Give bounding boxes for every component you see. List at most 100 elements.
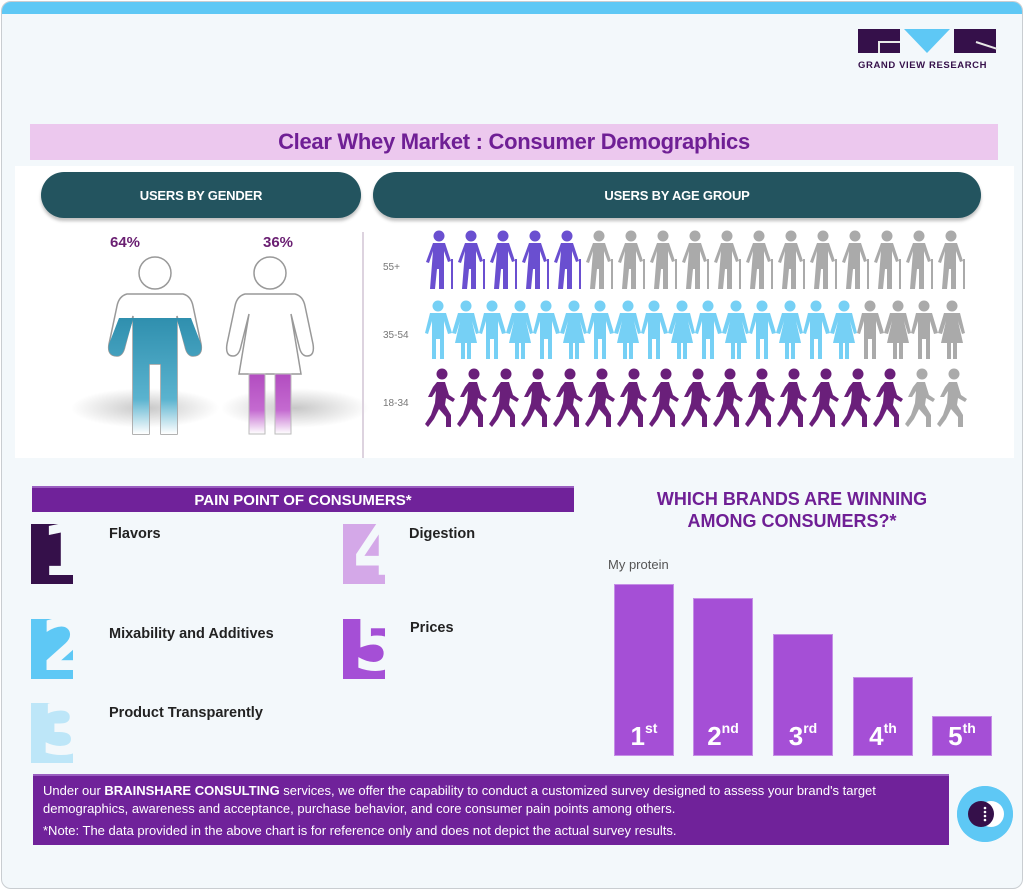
age-label-35-54: 35-54	[383, 330, 409, 341]
elderly-with-cane-icon	[777, 230, 809, 296]
walking-person-icon	[809, 368, 841, 434]
pain-number-1-icon: 1	[31, 524, 73, 584]
brands-title-line-2: AMONG CONSUMERS?*	[687, 511, 897, 531]
logo-g-mark	[858, 29, 900, 53]
age-row-18-34	[425, 368, 970, 434]
brand-rank-bar: 4th	[853, 677, 913, 756]
consulting-footer: Under our BRAINSHARE CONSULTING services…	[33, 774, 949, 845]
walking-person-icon	[777, 368, 809, 434]
male-percent: 64%	[110, 234, 141, 251]
logo-r-mark	[954, 29, 996, 53]
logo-text: GRAND VIEW RESEARCH	[858, 60, 988, 71]
brand-rank-bar: 2nd	[693, 598, 753, 756]
walking-person-icon	[585, 368, 617, 434]
page-title: Clear Whey Market : Consumer Demographic…	[278, 129, 750, 154]
elderly-with-cane-icon	[873, 230, 905, 296]
pain-point-label: Flavors	[109, 526, 161, 542]
couple-holding-hands-icon	[668, 300, 695, 366]
walking-person-icon	[873, 368, 905, 434]
users-by-age-header: USERS BY AGE GROUP	[373, 172, 981, 218]
brainshare-badge-icon	[957, 786, 1013, 842]
footer-description: Under our BRAINSHARE CONSULTING services…	[43, 783, 876, 816]
brands-chart-title: WHICH BRANDS ARE WINNING AMONG CONSUMERS…	[622, 488, 962, 532]
couple-holding-hands-icon	[857, 300, 884, 366]
pain-number-2-icon: 2	[31, 619, 73, 679]
couple-holding-hands-icon	[479, 300, 506, 366]
brand-rank-bar: 3rd	[773, 634, 833, 756]
couple-holding-hands-icon	[884, 300, 911, 366]
pain-number-3-icon: 3	[31, 703, 73, 763]
brands-title-line-1: WHICH BRANDS ARE WINNING	[656, 489, 928, 509]
grand-view-research-logo: GRAND VIEW RESEARCH	[858, 29, 1000, 73]
pain-number-5-icon: 5	[343, 619, 385, 679]
couple-holding-hands-icon	[641, 300, 668, 366]
elderly-with-cane-icon	[521, 230, 553, 296]
elderly-with-cane-icon	[713, 230, 745, 296]
couple-holding-hands-icon	[506, 300, 533, 366]
age-row-35-54	[425, 300, 970, 366]
elderly-with-cane-icon	[745, 230, 777, 296]
walking-person-icon	[937, 368, 969, 434]
elderly-with-cane-icon	[425, 230, 457, 296]
age-label-18-34: 18-34	[383, 398, 409, 409]
couple-holding-hands-icon	[938, 300, 965, 366]
couple-holding-hands-icon	[695, 300, 722, 366]
walking-person-icon	[521, 368, 553, 434]
walking-person-icon	[713, 368, 745, 434]
male-figure-icon	[107, 256, 203, 435]
couple-holding-hands-icon	[614, 300, 641, 366]
walking-person-icon	[905, 368, 937, 434]
brainshare-consulting-text: BRAINSHARE CONSULTING	[104, 783, 280, 798]
couple-holding-hands-icon	[830, 300, 857, 366]
couple-holding-hands-icon	[911, 300, 938, 366]
walking-person-icon	[617, 368, 649, 434]
elderly-with-cane-icon	[585, 230, 617, 296]
age-row-55-plus	[425, 230, 970, 296]
walking-person-icon	[649, 368, 681, 434]
page-title-bar: Clear Whey Market : Consumer Demographic…	[30, 124, 998, 160]
elderly-with-cane-icon	[457, 230, 489, 296]
elderly-with-cane-icon	[905, 230, 937, 296]
rank-label: 3rd	[788, 720, 818, 751]
elderly-with-cane-icon	[489, 230, 521, 296]
rank-label: 4th	[869, 720, 897, 751]
users-by-age-label: USERS BY AGE GROUP	[604, 187, 750, 203]
users-by-gender-label: USERS BY GENDER	[139, 187, 263, 203]
logo-v-mark	[904, 29, 950, 53]
couple-holding-hands-icon	[425, 300, 452, 366]
female-shadow	[220, 388, 370, 428]
brand-rank-bar: 5th	[932, 716, 992, 756]
female-figure-icon	[225, 256, 315, 435]
walking-person-icon	[841, 368, 873, 434]
age-label-55-plus: 55+	[383, 262, 400, 273]
elderly-with-cane-icon	[617, 230, 649, 296]
users-by-gender-header: USERS BY GENDER	[41, 172, 361, 218]
pain-point-label: Digestion	[409, 526, 476, 542]
couple-holding-hands-icon	[587, 300, 614, 366]
walking-person-icon	[457, 368, 489, 434]
pain-point-label: Mixability and Additives	[109, 626, 274, 642]
walking-person-icon	[553, 368, 585, 434]
rank-label: 1st	[630, 720, 658, 751]
pain-points-title: PAIN POINT OF CONSUMERS*	[194, 491, 412, 509]
pain-number-4-icon: 4	[343, 524, 385, 584]
rank-label: 5th	[948, 720, 976, 751]
elderly-with-cane-icon	[553, 230, 585, 296]
top-accent-bar	[2, 2, 1022, 14]
brand-rank-bar: 1st	[614, 584, 674, 756]
walking-person-icon	[681, 368, 713, 434]
top-brand-label: My protein	[608, 557, 669, 572]
walking-person-icon	[489, 368, 521, 434]
elderly-with-cane-icon	[681, 230, 713, 296]
couple-holding-hands-icon	[749, 300, 776, 366]
walking-person-icon	[425, 368, 457, 434]
pain-point-label: Prices	[410, 620, 454, 636]
elderly-with-cane-icon	[841, 230, 873, 296]
couple-holding-hands-icon	[452, 300, 479, 366]
elderly-with-cane-icon	[649, 230, 681, 296]
female-percent: 36%	[263, 234, 294, 251]
pain-points-header: PAIN POINT OF CONSUMERS*	[32, 486, 574, 512]
elderly-with-cane-icon	[809, 230, 841, 296]
couple-holding-hands-icon	[776, 300, 803, 366]
